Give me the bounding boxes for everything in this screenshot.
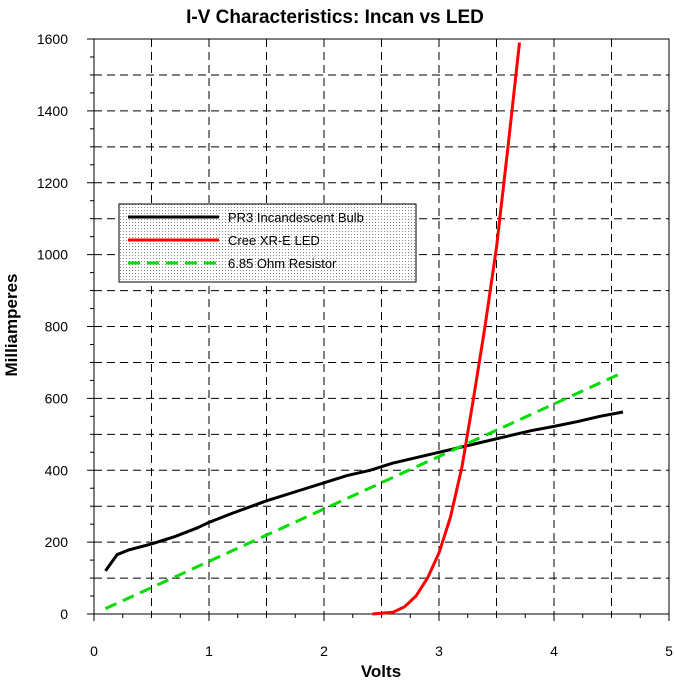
legend: PR3 Incandescent Bulb Cree XR-E LED 6.85 O… — [118, 203, 417, 283]
legend-label-1: Cree XR-E LED — [228, 233, 320, 248]
axes — [87, 38, 670, 621]
y-axis-label: Milliamperes — [2, 274, 21, 377]
legend-label-0: PR3 Incandescent Bulb — [228, 210, 364, 225]
x-tick-label: 2 — [320, 643, 328, 659]
x-axis-label: Volts — [361, 662, 401, 681]
y-tick-label: 1600 — [37, 31, 68, 47]
y-tick-label: 1200 — [37, 175, 68, 191]
series-line-0 — [104, 410, 624, 572]
y-tick-label: 600 — [45, 390, 69, 406]
data-series — [104, 42, 624, 616]
x-tick-label: 3 — [435, 643, 443, 659]
y-tick-label: 0 — [60, 606, 68, 622]
x-tick-label: 4 — [550, 643, 558, 659]
grid-lines — [94, 38, 669, 614]
y-tick-label: 400 — [45, 462, 69, 478]
series-line-2 — [104, 371, 624, 610]
series-line-1 — [372, 42, 521, 616]
legend-label-2: 6.85 Ohm Resistor — [228, 256, 337, 271]
y-tick-label: 1000 — [37, 247, 68, 263]
y-tick-label: 200 — [45, 534, 69, 550]
x-tick-label: 1 — [205, 643, 213, 659]
x-tick-label: 0 — [90, 643, 98, 659]
x-tick-label: 5 — [665, 643, 673, 659]
tick-labels: 0 1 2 3 4 5 0 200 400 600 800 1000 1200 1400 1600 — [37, 31, 673, 659]
y-tick-label: 1400 — [37, 103, 68, 119]
chart-title: I-V Characteristics: Incan vs LED — [186, 7, 484, 28]
y-tick-label: 800 — [45, 319, 69, 335]
